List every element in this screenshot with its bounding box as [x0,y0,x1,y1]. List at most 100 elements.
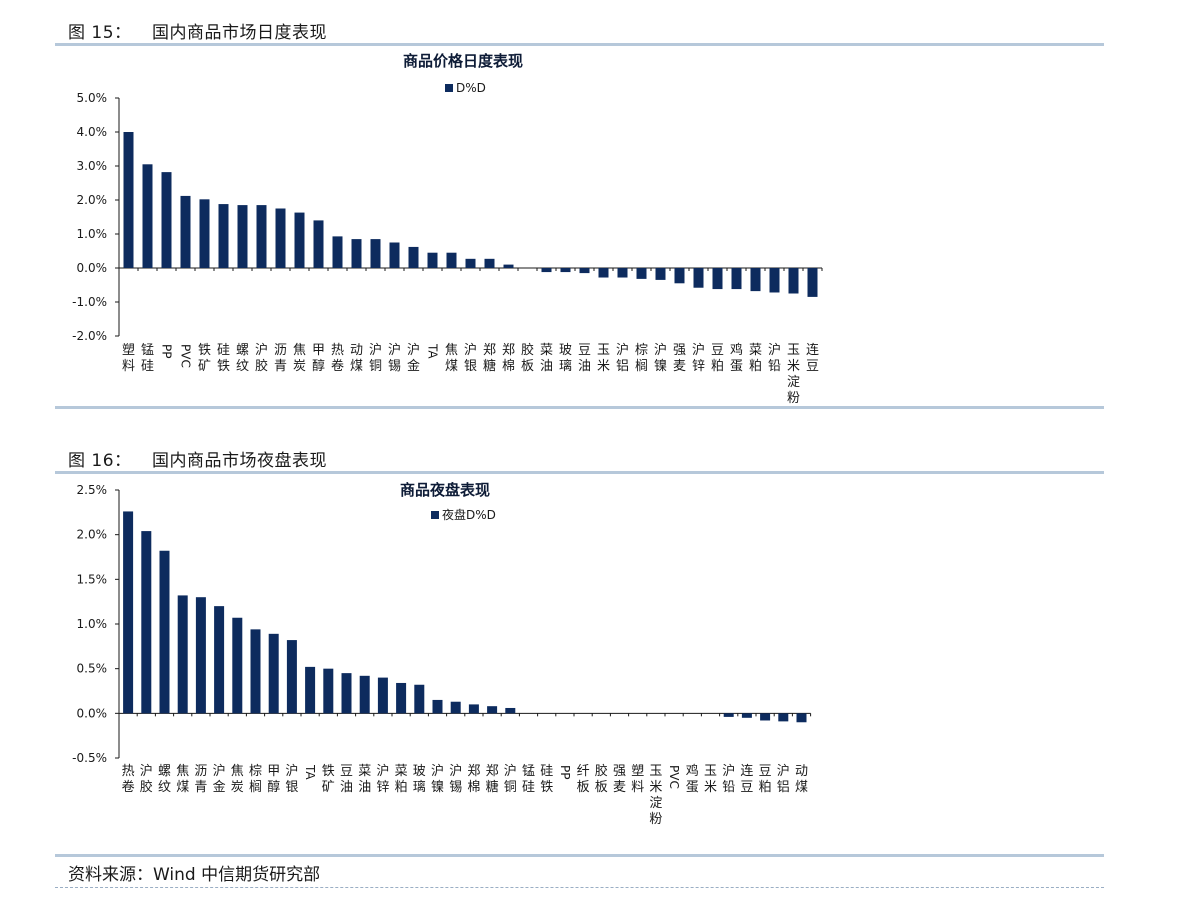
bar [389,242,400,268]
bar [141,531,152,714]
bar [341,673,352,714]
bar [351,239,362,268]
x-tick-label: 棕榈 [249,764,262,795]
bar [332,236,343,268]
y-tick-label: 0.0% [77,706,108,720]
x-tick-label: TA [303,764,317,780]
x-tick-label: 沪镍 [431,763,444,795]
x-tick-label: 强麦 [613,764,626,795]
x-tick-label: 焦煤 [445,343,458,374]
x-tick-label: 豆粕 [711,343,724,374]
x-tick-label: 玉米 [704,764,717,795]
bar [446,252,457,268]
bar [275,208,286,268]
bar [712,268,723,290]
x-tick-label: 纤板 [577,764,590,795]
chart-title: 商品夜盘表现 [400,481,490,499]
figure-15-label: 图 15： [68,23,132,43]
x-tick-label: 沪银 [464,342,477,374]
x-tick-label: 沪镍 [654,342,667,374]
x-tick-label: 菜粕 [395,764,408,795]
x-tick-label: 郑棉 [502,343,515,374]
x-tick-label: 甲醇 [267,764,280,795]
bar [123,132,134,268]
x-tick-label: 硅铁 [540,764,553,795]
x-tick-label: 铁矿 [322,764,335,795]
figure-15-bottom-rule [55,406,1104,409]
y-tick-label: 0.0% [77,261,108,275]
bar [159,550,170,714]
bar [541,268,552,273]
daily-performance-chart: 商品价格日度表现 D%D 5.0% 4.0% 3.0% 2.0% 1.0% 0.0% -1.0%… [72,52,823,406]
y-tick-label: 2.0% [77,193,108,207]
figure-15-title: 图 15： 国内商品市场日度表现 [68,18,327,43]
x-tick-label: 郑糖 [483,343,496,374]
x-tick-label: PP [160,344,174,358]
bar [177,595,188,714]
bar [560,268,571,273]
bar [427,252,438,268]
bar [359,675,370,714]
x-tick-label: 沪铅 [768,342,781,374]
x-tick-label: 焦煤 [176,764,189,795]
x-tick-label: 沪银 [285,763,298,795]
bar [180,195,191,268]
bar [313,220,324,268]
y-tick-label: 1.5% [77,572,108,586]
x-tick-label: 沥青 [274,343,287,374]
x-tick-label: 胶板 [595,763,608,795]
bar [636,268,647,279]
y-tick-label: -2.0% [72,329,107,343]
bar [232,617,243,714]
bar [788,268,799,294]
x-tick-label: 沪铅 [722,763,735,795]
bar [487,706,498,714]
y-tick-label: 1.0% [77,617,108,631]
x-tick-label: 菜粕 [749,343,762,374]
bar [377,677,388,714]
x-tick-label: 塑料 [631,764,644,795]
x-tick-label: PVC [179,344,193,368]
bar [484,258,495,268]
figure-16-caption: 国内商品市场夜盘表现 [152,451,327,471]
bar [432,699,443,714]
x-tick-label: 沪锡 [449,763,462,795]
legend-swatch [431,511,439,519]
x-tick-label: 强麦 [673,343,686,374]
x-tick-label: PVC [667,765,681,789]
bar [741,713,752,718]
bar [655,268,666,280]
x-tick-label: 沪胶 [255,342,268,374]
y-tick-label: 1.0% [77,227,108,241]
x-tick-label: 连豆 [806,342,819,374]
x-tick-label: 郑棉 [467,764,480,795]
x-tick-label: 沪铝 [777,763,790,795]
chart-title: 商品价格日度表现 [403,52,523,70]
bar [617,268,628,278]
x-tick-label: 鸡蛋 [686,763,699,795]
bar [195,597,206,714]
x-tick-label: TA [426,343,440,359]
y-tick-label: 5.0% [77,91,108,105]
bar [256,205,267,268]
bar [723,713,734,717]
bar [161,172,172,268]
bar [286,640,297,714]
source-note: 资料来源：Wind 中信期货研究部 [68,865,321,885]
x-tick-label: 豆油 [578,343,591,374]
bar [465,258,476,268]
bar [268,633,279,714]
bar [142,164,153,268]
x-tick-label: 玉米 [597,343,610,374]
x-tick-label: 动煤 [795,764,808,795]
x-tick-label: 豆粕 [759,764,772,795]
bar [250,629,261,714]
x-tick-label: 郑糖 [486,764,499,795]
x-tick-label: 沪铜 [369,342,382,374]
x-tick-label: 沪金 [213,763,226,795]
y-tick-label: 3.0% [77,159,108,173]
bar [294,212,305,268]
figure-16-title: 图 16： 国内商品市场夜盘表现 [68,446,327,471]
x-tick-label: 沪锌 [376,763,389,795]
x-tick-label: 玻璃 [559,343,572,374]
